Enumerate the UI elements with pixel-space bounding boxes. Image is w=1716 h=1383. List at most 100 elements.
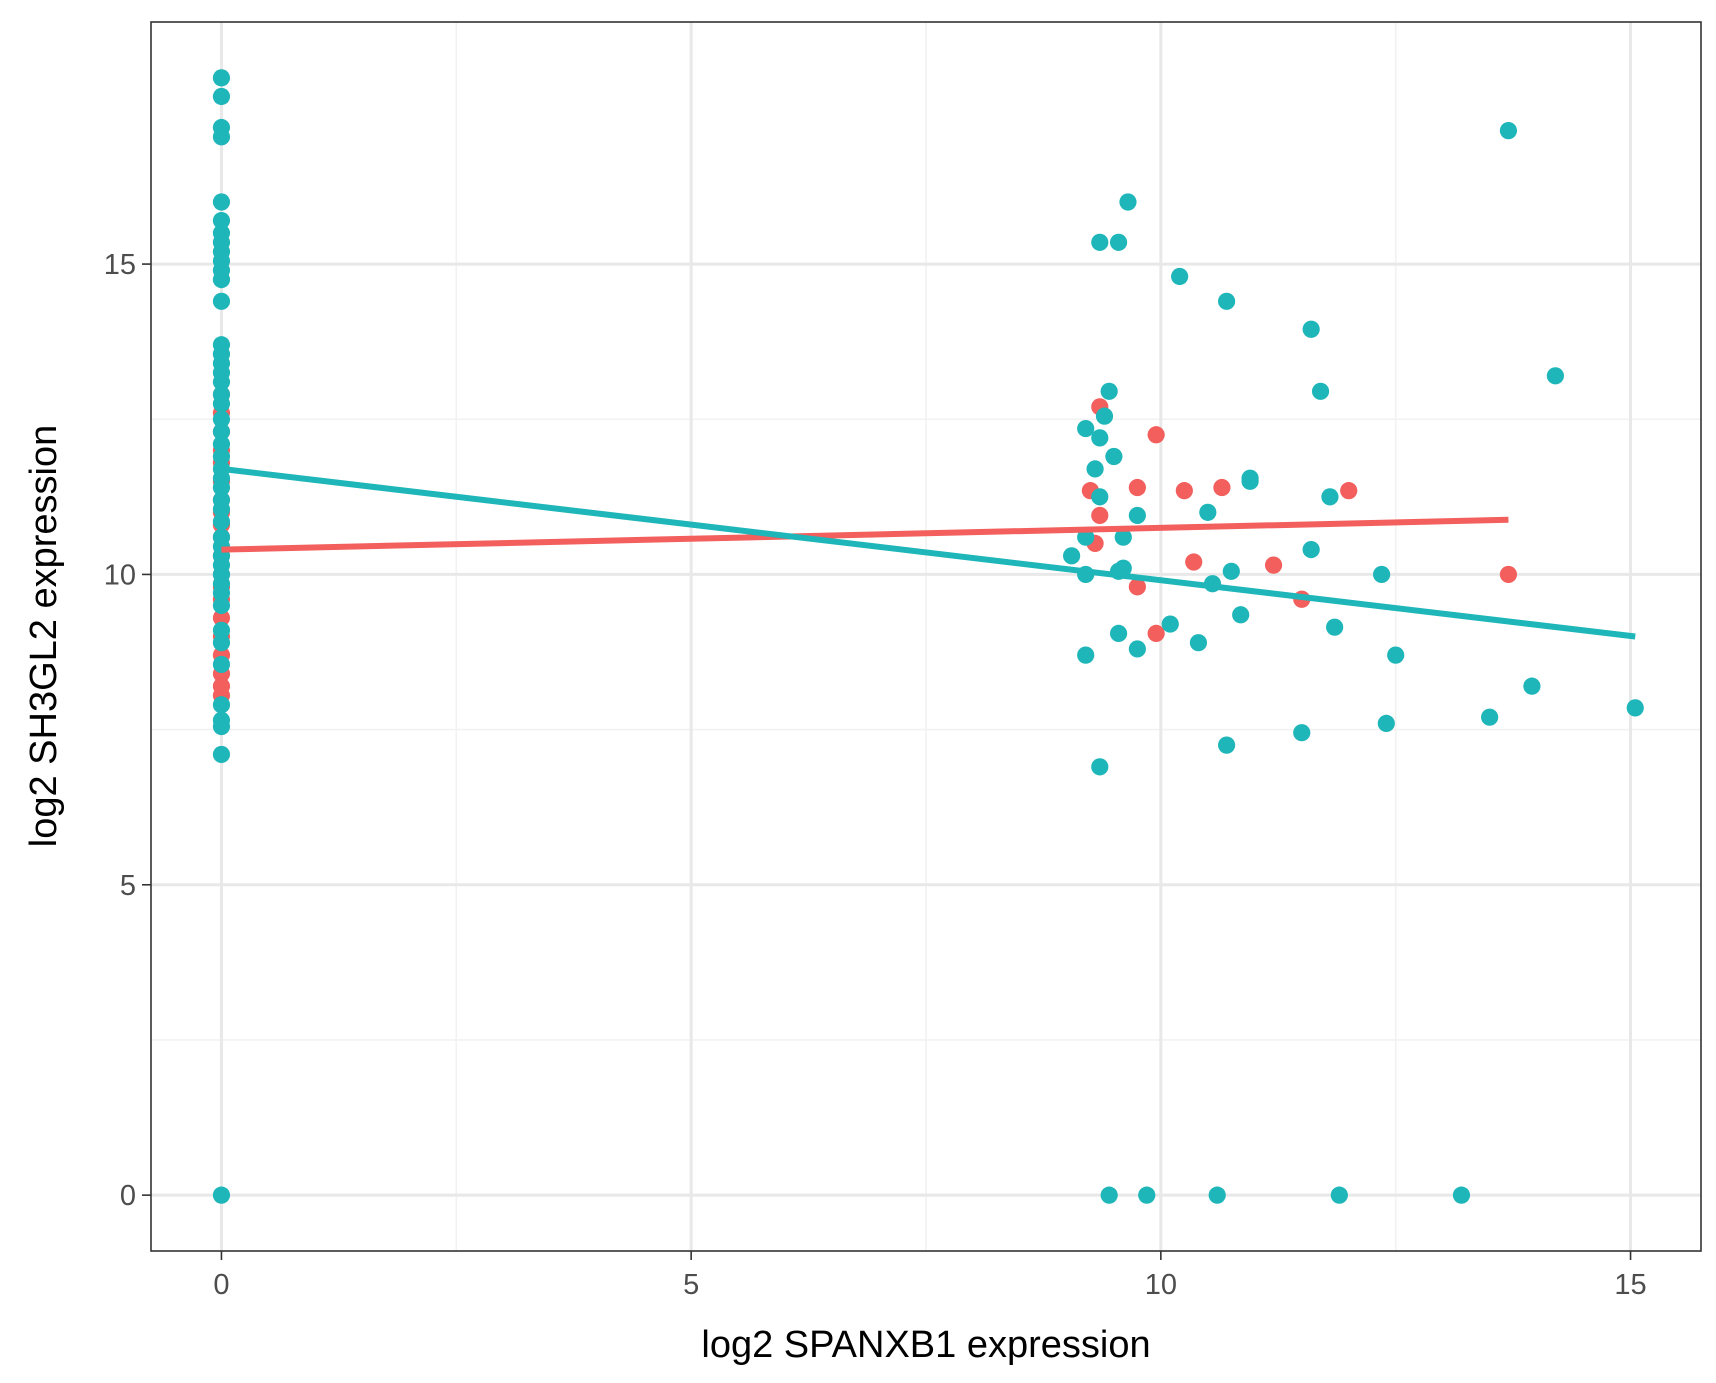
x-tick-label: 15 [1614, 1269, 1646, 1301]
data-point [1091, 429, 1109, 447]
data-point [1546, 367, 1564, 385]
y-tick-label: 10 [104, 559, 136, 591]
data-point [1222, 562, 1240, 580]
data-point [1147, 624, 1165, 642]
data-point [212, 655, 231, 674]
data-point [1311, 382, 1330, 400]
data-point [1147, 426, 1165, 444]
x-tick-label: 5 [683, 1269, 699, 1301]
data-point [1208, 1186, 1226, 1204]
data-point [1105, 447, 1123, 466]
x-tick-label: 10 [1145, 1269, 1177, 1301]
data-point [1119, 193, 1137, 211]
data-point [212, 500, 231, 518]
data-point [1330, 1186, 1348, 1204]
data-point [1321, 488, 1339, 506]
data-point [1523, 677, 1541, 695]
data-point [1114, 528, 1132, 546]
data-point [1128, 478, 1146, 497]
data-point [212, 717, 231, 736]
data-point [1218, 292, 1236, 310]
data-point [1095, 407, 1114, 425]
data-point [212, 478, 231, 497]
data-point [1499, 122, 1518, 140]
regression-line [221, 465, 1636, 640]
data-point [212, 435, 231, 453]
data-point [212, 447, 231, 466]
y-axis-ticks: 0 5 10 15 [104, 249, 151, 1212]
data-point [1175, 482, 1193, 500]
data-point [212, 634, 231, 652]
panel-border [150, 21, 1702, 1252]
data-point [212, 128, 231, 146]
data-point [1109, 233, 1128, 251]
data-point [1293, 724, 1311, 742]
data-point [212, 609, 231, 627]
data-point [1373, 565, 1391, 584]
data-point [1452, 1186, 1471, 1204]
y-tick-label: 0 [120, 1180, 136, 1212]
data-point [1189, 634, 1208, 652]
data-point [1100, 382, 1118, 400]
data-point [1377, 714, 1395, 732]
data-point [212, 212, 231, 230]
data-point [1077, 646, 1095, 664]
x-axis-ticks: 0 5 10 15 [213, 1251, 1647, 1301]
data-point [1326, 618, 1344, 636]
data-point [1091, 488, 1109, 506]
data-point [1218, 736, 1236, 754]
data-point [212, 423, 231, 441]
y-tick-label: 15 [104, 249, 136, 281]
data-point [1171, 267, 1189, 286]
data-point [1387, 646, 1405, 664]
minor-gridlines [151, 22, 1701, 1251]
regression-line [221, 516, 1509, 553]
data-point [212, 292, 231, 310]
data-point [1232, 606, 1250, 624]
data-point [212, 513, 231, 531]
data-point [1161, 615, 1179, 633]
data-point [212, 193, 231, 211]
data-point [1481, 708, 1499, 726]
data-point [1185, 553, 1203, 571]
data-point [1091, 758, 1109, 776]
y-axis-title: log2 SH3GL2 expression [23, 425, 65, 847]
regression-lines [221, 465, 1636, 640]
data-point [1213, 478, 1231, 497]
data-point [1091, 233, 1109, 251]
data-point [1063, 547, 1081, 565]
data-point [1091, 506, 1109, 525]
data-point [212, 395, 231, 413]
data-point [212, 1186, 231, 1204]
data-point [1302, 320, 1320, 338]
data-point [212, 596, 231, 615]
data-point [1086, 460, 1104, 478]
data-point [212, 69, 231, 87]
data-point [212, 373, 231, 391]
data-point [1128, 640, 1146, 658]
x-tick-label: 0 [213, 1269, 229, 1301]
data-point [212, 696, 231, 714]
data-point [1077, 419, 1095, 438]
data-point [212, 410, 231, 428]
data-point [1138, 1186, 1156, 1204]
data-point [1199, 503, 1217, 521]
data-point [1626, 699, 1644, 717]
data-point [1128, 578, 1146, 596]
data-point [212, 621, 231, 639]
data-point [1499, 565, 1518, 584]
data-point [1077, 528, 1095, 546]
data-point [1302, 541, 1320, 559]
data-point [1241, 472, 1259, 490]
data-point [212, 87, 231, 106]
y-tick-label: 5 [120, 870, 136, 902]
data-point [212, 270, 231, 289]
data-point [1128, 506, 1146, 525]
data-point [1340, 482, 1358, 500]
points-series-teal [212, 69, 1644, 1204]
data-point [212, 584, 231, 602]
x-axis-title: log2 SPANXB1 expression [701, 1324, 1150, 1366]
data-point [1109, 624, 1128, 642]
data-point [212, 745, 231, 764]
